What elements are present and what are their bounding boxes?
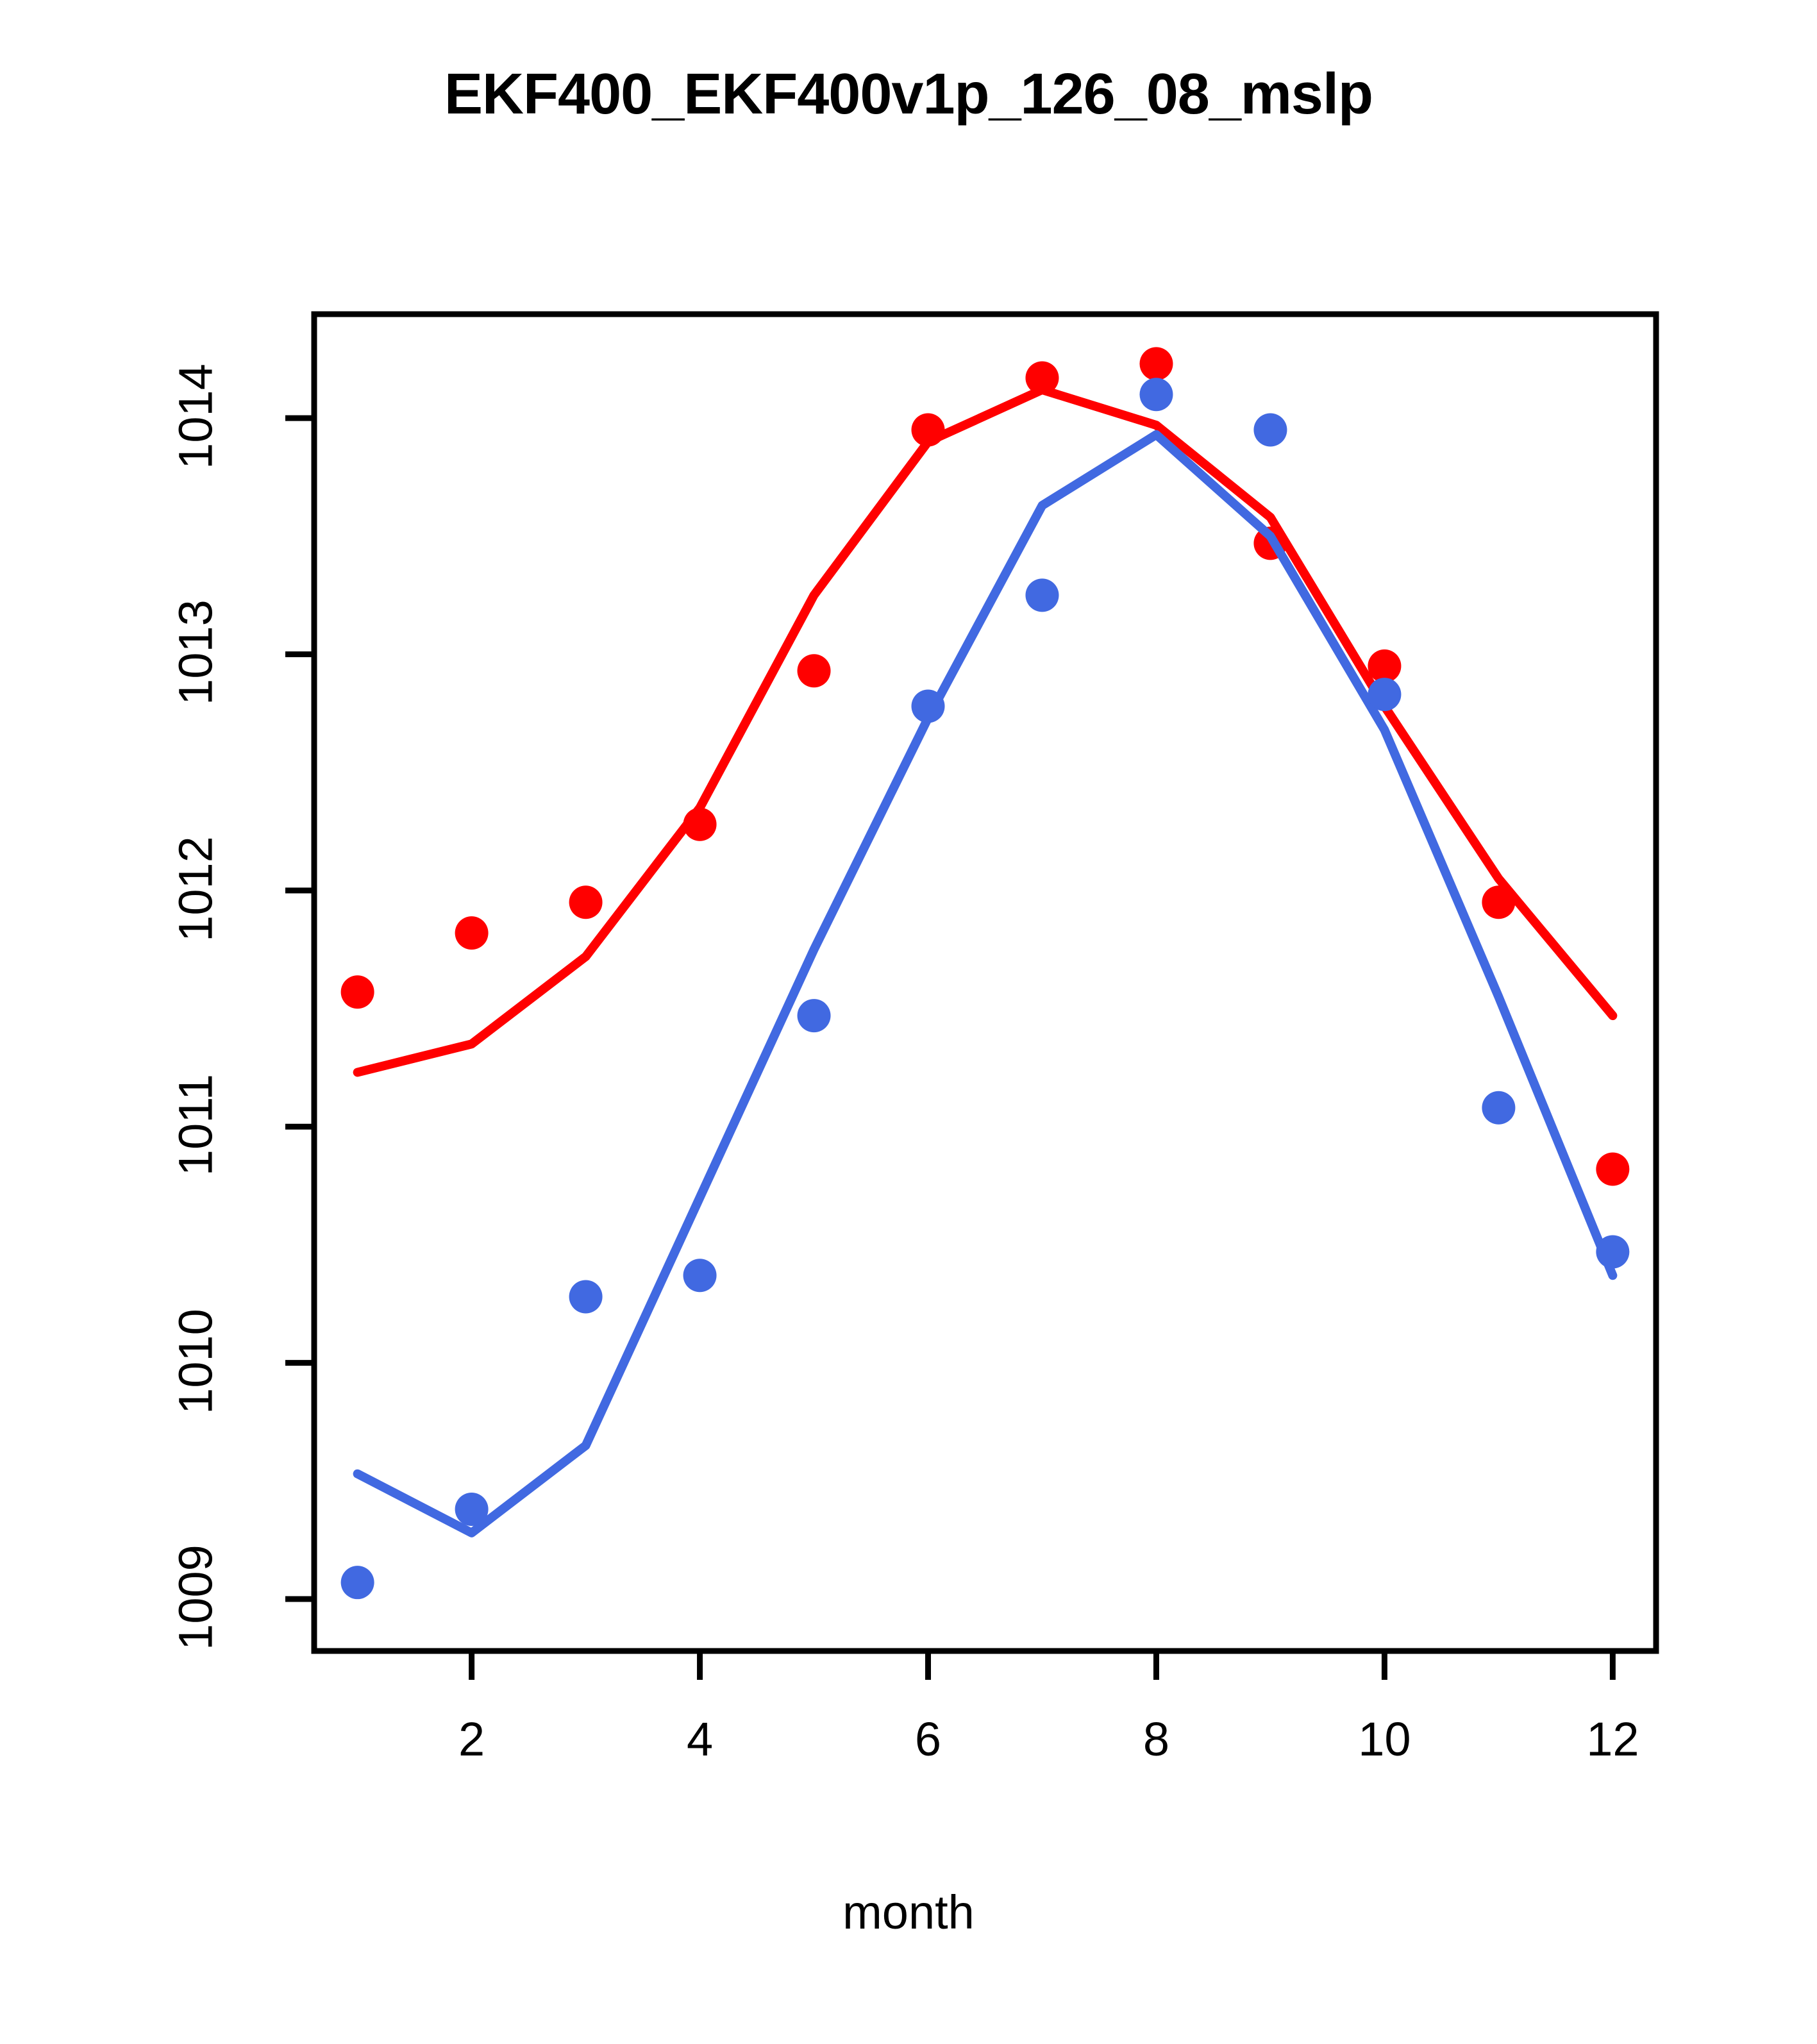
data-point bbox=[1596, 1152, 1630, 1186]
plot-frame bbox=[311, 311, 1659, 1654]
x-tick-label: 2 bbox=[458, 1713, 485, 1766]
y-tick-label: 1014 bbox=[169, 364, 222, 469]
data-point bbox=[1482, 1091, 1516, 1125]
x-tick-label: 6 bbox=[914, 1713, 942, 1766]
y-tick-label: 1011 bbox=[169, 1074, 222, 1177]
data-point bbox=[1025, 578, 1059, 612]
data-point bbox=[911, 689, 945, 723]
data-point bbox=[911, 413, 945, 447]
series-line-blue-line bbox=[353, 430, 1618, 1537]
x-axis-ticks bbox=[469, 1651, 1616, 1680]
x-tick-label: 8 bbox=[1143, 1713, 1170, 1766]
data-point bbox=[569, 885, 603, 919]
x-axis-label: month bbox=[842, 1886, 975, 1939]
data-point bbox=[1253, 413, 1287, 447]
y-axis-ticks bbox=[285, 415, 314, 1602]
y-tick-label: 1012 bbox=[169, 836, 222, 942]
x-tick-label: 4 bbox=[686, 1713, 714, 1766]
x-tick-label: 12 bbox=[1586, 1713, 1639, 1766]
data-point bbox=[797, 999, 831, 1033]
data-point bbox=[1368, 649, 1402, 683]
data-point bbox=[797, 654, 831, 688]
data-point bbox=[340, 975, 374, 1009]
data-series-layer bbox=[340, 347, 1630, 1600]
data-point bbox=[1025, 361, 1059, 395]
series-points-red-points bbox=[340, 347, 1630, 1186]
data-point bbox=[1368, 678, 1402, 712]
data-point bbox=[1482, 885, 1516, 919]
data-point bbox=[455, 916, 489, 950]
data-point bbox=[455, 1492, 489, 1526]
y-tick-label: 1009 bbox=[169, 1545, 222, 1650]
plot-border bbox=[311, 311, 1659, 1654]
y-tick-label: 1010 bbox=[169, 1308, 222, 1414]
series-points-blue-points bbox=[340, 378, 1630, 1600]
x-tick-label: 10 bbox=[1358, 1713, 1411, 1766]
data-point bbox=[340, 1566, 374, 1600]
data-point bbox=[683, 807, 717, 841]
y-tick-label: 1013 bbox=[169, 599, 222, 706]
data-point bbox=[1139, 347, 1173, 381]
series-line-red-line bbox=[353, 385, 1618, 1077]
page-title: EKF400_EKF400v1p_126_08_mslp bbox=[444, 62, 1373, 126]
data-point bbox=[1596, 1235, 1630, 1269]
data-point bbox=[569, 1280, 603, 1314]
data-point bbox=[683, 1259, 717, 1293]
data-point bbox=[1139, 378, 1173, 412]
